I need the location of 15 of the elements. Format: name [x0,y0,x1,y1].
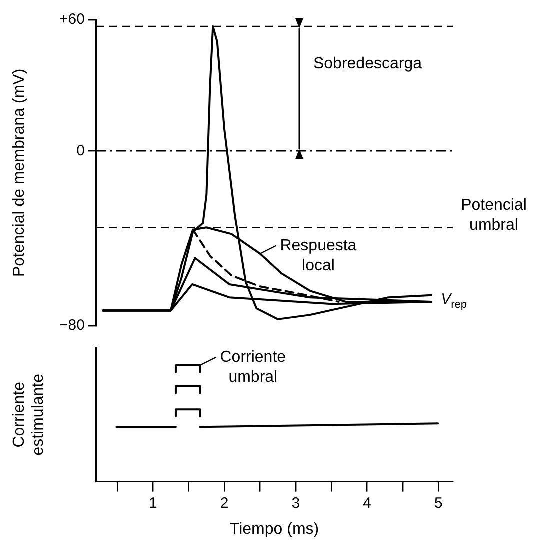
x-tick-label: 3 [292,494,300,512]
x-tick-label: 5 [434,494,443,512]
y-axis-title: Potencial de membrana (mV) [11,68,28,278]
y-axis-title: Corriente estimulante [11,374,48,456]
y-tick-label: +60 [60,11,85,28]
y-tick-label: 0 [76,142,85,160]
x-tick-label: 2 [220,494,229,512]
ref-line-label: Potencial umbral [461,197,527,234]
y-tick-label: −80 [60,317,85,334]
annotation: Corriente umbral [220,348,286,386]
annotation: Respuesta local [280,237,357,274]
x-tick-label: 1 [148,494,158,512]
x-tick-label: 4 [363,494,372,512]
x-axis-title: Tiempo (ms) [230,520,320,538]
annotation: Sobredescarga [313,55,422,72]
